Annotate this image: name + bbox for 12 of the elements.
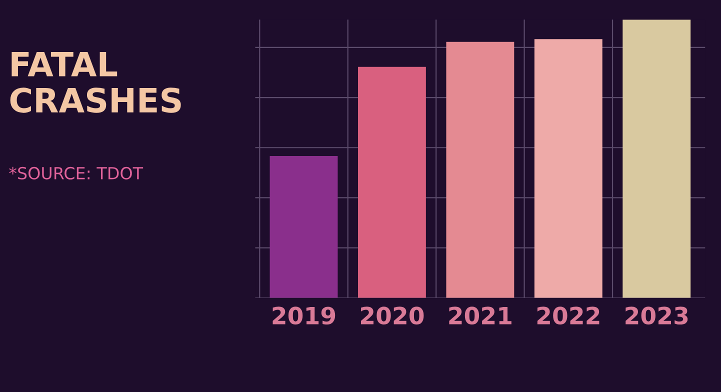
x-tick-label: 2023 [626,306,688,325]
bar [358,66,426,298]
bar [534,39,602,298]
text: FATAL CRASHES [10,52,181,113]
bar [270,156,338,298]
bar [446,42,514,298]
x-tick-label: 2020 [360,306,424,325]
x-tick-label: 2022 [537,306,600,325]
text: *SOURCE: TDOT [9,166,144,180]
bar [622,20,691,298]
x-tick-label: 2019 [272,306,336,325]
x-tick-label: 2021 [449,306,512,325]
